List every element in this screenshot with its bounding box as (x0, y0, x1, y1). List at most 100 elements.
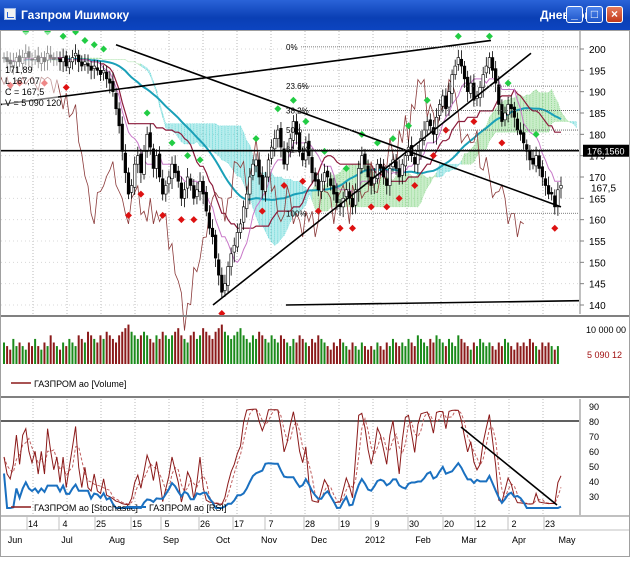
price-tick-label: 160 (589, 216, 606, 227)
volume-panel[interactable]: 10 000 00 5 090 12 ГАЗПРОМ ао [Volume] (3, 324, 629, 389)
cloud-segment (143, 65, 148, 71)
price-tick-label: 195 (589, 66, 606, 77)
close-button[interactable]: × (606, 6, 623, 23)
buy-signal-marker (252, 135, 260, 143)
volume-bar (556, 346, 559, 364)
candle-down (472, 82, 476, 101)
sell-signal-marker (124, 211, 132, 219)
price-tick-label: 170 (589, 173, 606, 184)
volume-bar (258, 331, 261, 364)
candle-down (363, 153, 367, 165)
volume-bar (416, 335, 419, 364)
volume-bar (500, 346, 503, 364)
volume-bar (34, 338, 37, 364)
volume-bar (189, 335, 192, 364)
month-label: 2012 (365, 535, 385, 545)
candle-up (456, 57, 460, 65)
candle-down (490, 57, 495, 71)
sell-signal-marker (314, 207, 322, 215)
cloud-segment (205, 123, 210, 148)
volume-bar (202, 328, 205, 364)
volume-bar (444, 346, 447, 364)
volume-bar (432, 342, 435, 364)
volume-bar (111, 338, 114, 364)
oscillator-panel[interactable]: 30 40 50 60 70 80 90 ГАЗПРОМ ао [Stochastic] Г… (1, 399, 599, 515)
volume-bar (248, 342, 251, 364)
candle-up (170, 163, 174, 180)
volume-bar (435, 335, 438, 364)
trend-line-support[interactable] (212, 52, 532, 306)
candle-down (385, 178, 389, 186)
volume-bar (326, 346, 329, 364)
cloud-segment (538, 92, 543, 133)
cloud-segment (482, 125, 487, 152)
day-label: 9 (374, 519, 379, 529)
month-label: Nov (261, 535, 278, 545)
cloud-segment (240, 125, 244, 184)
cloud-segment (149, 72, 154, 85)
candle-down (522, 132, 526, 144)
volume-bar (516, 342, 519, 364)
candle-up (556, 189, 560, 208)
trend-line-down[interactable] (115, 43, 562, 208)
candle-up (559, 185, 563, 189)
candle-up (70, 57, 75, 63)
volume-bar (24, 349, 27, 364)
candle-down (176, 170, 180, 182)
buy-signal-marker (289, 96, 297, 104)
trend-line-base[interactable] (285, 299, 580, 306)
volume-bar (339, 338, 342, 364)
volume-bar (407, 338, 410, 364)
volume-bar (251, 335, 254, 364)
candle-down (189, 178, 193, 186)
sell-signal-marker (470, 118, 478, 126)
candle-down (77, 54, 81, 63)
month-label: Jun (8, 535, 23, 545)
price-tick-label: 200 (589, 45, 606, 56)
sell-signal-marker (429, 152, 437, 160)
volume-bar (522, 342, 525, 364)
trend-line-up[interactable] (0, 39, 492, 106)
fib-level-label: 50% (286, 126, 302, 135)
candle-up (319, 180, 323, 192)
cloud-segment (423, 175, 428, 195)
volume-bar (379, 346, 382, 364)
price-tick-label: 190 (589, 88, 606, 99)
candle-down (497, 84, 501, 105)
volume-bar (239, 328, 242, 364)
candle-down (413, 157, 417, 165)
day-label: 2 (511, 519, 516, 529)
cloud-segment (212, 123, 216, 155)
price-panel[interactable]: 0% 23.6% 38.2% 50% 61.8% 100% 140 145 150 155 160… (0, 28, 629, 331)
buy-signal-marker (72, 28, 80, 36)
volume-bar (12, 338, 15, 364)
candle-up (534, 155, 538, 167)
price-tick-label: 155 (589, 237, 606, 248)
ohlc-high: 171,89 (5, 65, 33, 75)
maximize-button[interactable]: □ (586, 6, 603, 23)
candle-down (301, 152, 305, 161)
minimize-button[interactable]: _ (566, 6, 583, 23)
oscillator-axis: 30 40 50 60 70 80 90 (579, 399, 599, 515)
candle-up (484, 65, 488, 74)
volume-bar (15, 346, 18, 364)
volume-bar (68, 338, 71, 364)
volume-bar (351, 342, 354, 364)
buy-signal-marker (423, 96, 431, 104)
app-icon (4, 8, 16, 20)
volume-bar (149, 338, 152, 364)
chart-canvas[interactable]: 0%23.6%38.2%50%61.8%100% 140145150155160… (0, 28, 629, 556)
price-tick-label: 180 (589, 130, 606, 141)
volume-bar (273, 338, 276, 364)
candle-down (543, 178, 548, 186)
volume-bar (52, 342, 55, 364)
volume-bar (342, 342, 345, 364)
candle-up (354, 189, 358, 206)
osc-trend-line[interactable] (460, 426, 558, 506)
fib-level-label: 61.8% (286, 146, 309, 155)
candle-up (481, 74, 485, 88)
volume-bar (376, 342, 379, 364)
month-label: Dec (311, 535, 328, 545)
osc-tick-label: 70 (589, 432, 599, 442)
buy-signal-marker (389, 135, 397, 143)
